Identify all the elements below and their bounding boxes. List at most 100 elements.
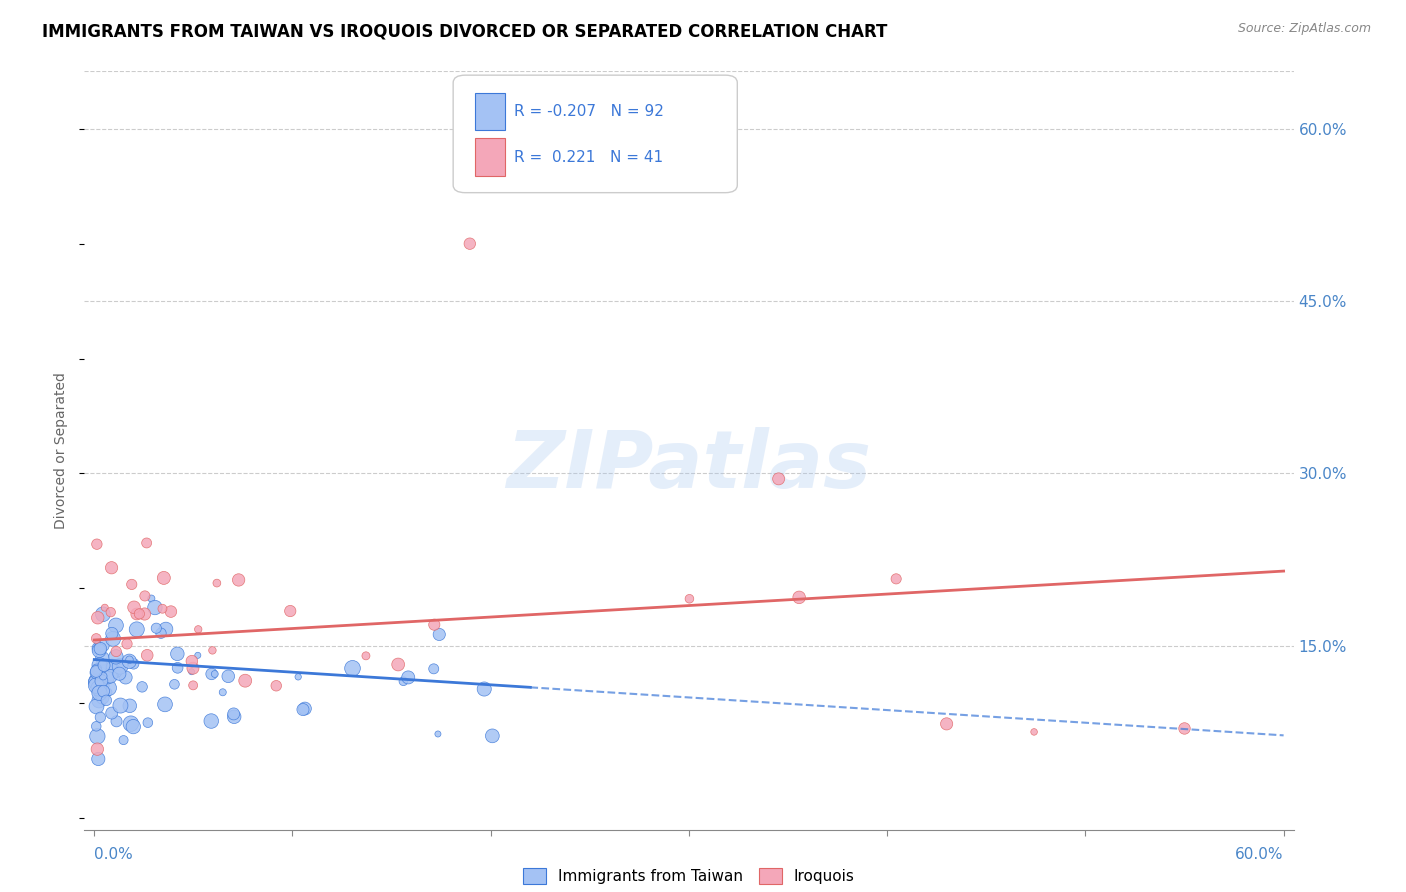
Point xyxy=(84,679,107,693)
Point xyxy=(422,662,444,676)
Point xyxy=(211,685,233,699)
Point xyxy=(100,560,122,574)
Point xyxy=(935,717,957,731)
Point xyxy=(86,742,108,756)
Point xyxy=(91,669,114,683)
Point xyxy=(90,674,112,689)
Point xyxy=(84,674,107,689)
Point xyxy=(94,679,117,693)
FancyBboxPatch shape xyxy=(475,93,505,130)
Point xyxy=(141,591,163,606)
Point xyxy=(89,658,111,673)
Point xyxy=(180,665,202,679)
Point xyxy=(86,730,108,744)
Point xyxy=(120,716,142,731)
Point xyxy=(91,651,114,665)
Point xyxy=(104,649,127,664)
Point xyxy=(200,714,222,728)
Point xyxy=(105,665,128,680)
Point xyxy=(97,671,120,685)
Point xyxy=(264,679,287,693)
Point xyxy=(426,727,449,741)
Point xyxy=(91,607,114,622)
Point xyxy=(201,643,224,657)
Point xyxy=(84,675,107,690)
Point xyxy=(104,668,127,682)
Point xyxy=(180,654,202,668)
Point xyxy=(678,591,700,606)
Point xyxy=(125,607,148,621)
Point xyxy=(472,681,495,696)
Point xyxy=(101,632,124,646)
FancyBboxPatch shape xyxy=(475,138,505,176)
Point xyxy=(89,710,111,724)
Point xyxy=(136,715,159,730)
Point xyxy=(153,571,176,585)
Point xyxy=(86,699,108,714)
Point xyxy=(97,681,120,695)
Point xyxy=(187,648,209,663)
Point xyxy=(84,719,107,733)
Point xyxy=(387,657,409,672)
Point xyxy=(294,701,316,715)
Point xyxy=(104,618,127,632)
Point xyxy=(200,667,222,681)
Point xyxy=(87,752,110,766)
Point xyxy=(121,577,143,591)
Point xyxy=(114,670,136,684)
Point xyxy=(91,639,114,653)
Point xyxy=(166,647,188,661)
Point xyxy=(105,665,128,680)
Text: Source: ZipAtlas.com: Source: ZipAtlas.com xyxy=(1237,22,1371,36)
Point xyxy=(100,669,122,683)
Point xyxy=(152,601,174,615)
FancyBboxPatch shape xyxy=(453,75,737,193)
Point xyxy=(134,607,156,621)
Text: R =  0.221   N = 41: R = 0.221 N = 41 xyxy=(513,150,662,164)
Point xyxy=(392,674,415,689)
Point xyxy=(87,694,110,708)
Point xyxy=(101,626,124,640)
Point xyxy=(122,657,145,671)
Point xyxy=(86,662,108,676)
Point xyxy=(481,729,503,743)
Point xyxy=(89,684,111,698)
Point xyxy=(217,669,239,683)
Point xyxy=(128,607,150,621)
Point xyxy=(135,536,157,550)
Point xyxy=(108,666,131,681)
Point xyxy=(112,733,135,747)
Point xyxy=(100,660,122,674)
Point xyxy=(105,644,128,658)
Point xyxy=(136,648,159,663)
Point xyxy=(84,665,107,679)
Point xyxy=(94,600,117,615)
Point xyxy=(91,690,114,705)
Point xyxy=(108,659,131,673)
Point xyxy=(155,622,177,636)
Point xyxy=(111,661,134,675)
Point xyxy=(89,641,111,656)
Point xyxy=(160,605,183,619)
Point xyxy=(97,685,120,699)
Point xyxy=(222,706,245,721)
Point xyxy=(93,684,115,698)
Point xyxy=(458,236,481,251)
Point xyxy=(145,621,167,635)
Point xyxy=(181,661,204,675)
Point xyxy=(1173,722,1195,736)
Point xyxy=(87,684,110,698)
Point xyxy=(884,572,907,586)
Point xyxy=(205,576,228,591)
Point xyxy=(181,678,204,692)
Y-axis label: Divorced or Separated: Divorced or Separated xyxy=(55,372,69,529)
Point xyxy=(224,710,246,724)
Point xyxy=(423,617,446,632)
Text: 60.0%: 60.0% xyxy=(1234,847,1284,862)
Point xyxy=(96,693,118,707)
Point xyxy=(166,661,188,675)
Point xyxy=(291,702,314,716)
Text: 0.0%: 0.0% xyxy=(94,847,134,862)
Point xyxy=(122,600,145,615)
Point xyxy=(163,677,186,691)
